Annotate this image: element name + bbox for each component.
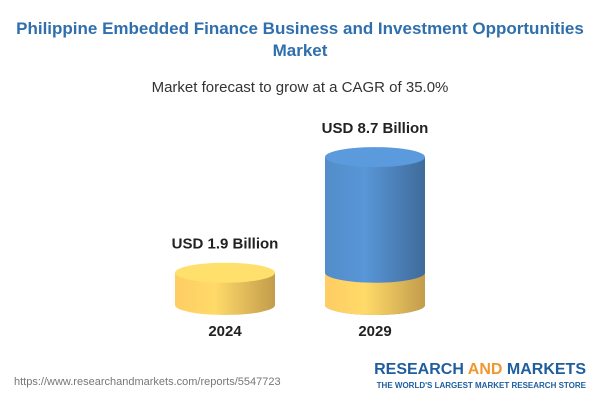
value-label: USD 1.9 Billion bbox=[172, 236, 279, 253]
x-tick-label: 2024 bbox=[208, 323, 242, 340]
brand-word: MARKETS bbox=[507, 361, 586, 378]
x-tick-label: 2029 bbox=[358, 323, 391, 340]
cylinder-base-segment bbox=[325, 272, 425, 315]
cylinder-body bbox=[175, 272, 275, 315]
source-url: https://www.researchandmarkets.com/repor… bbox=[14, 376, 281, 388]
cylinder-body bbox=[325, 157, 425, 315]
cylinder-top bbox=[325, 147, 425, 168]
brand: RESEARCH AND MARKETS bbox=[374, 361, 586, 378]
brand-word: AND bbox=[468, 361, 503, 378]
value-label: USD 8.7 Billion bbox=[322, 120, 429, 137]
brand-word: RESEARCH bbox=[374, 361, 464, 378]
cylinder-top bbox=[175, 262, 275, 283]
tagline: THE WORLD'S LARGEST MARKET RESEARCH STOR… bbox=[377, 381, 587, 390]
subtitle: Market forecast to grow at a CAGR of 35.… bbox=[152, 79, 449, 96]
chart-title: Philippine Embedded Finance Business and… bbox=[16, 19, 584, 60]
